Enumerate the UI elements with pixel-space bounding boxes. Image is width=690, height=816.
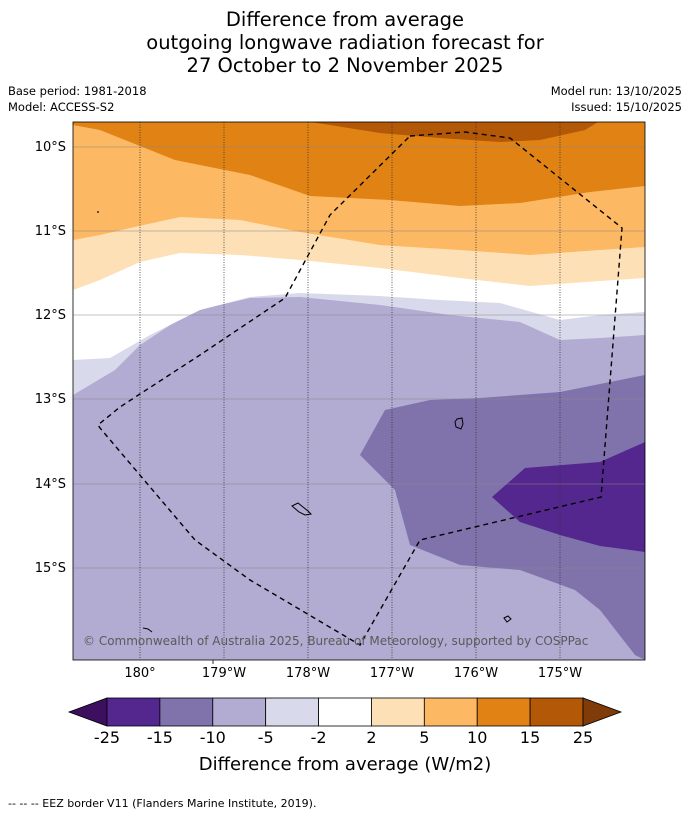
colorbar-tick-label: -15 [147,728,173,747]
colorbar-tick-label: -10 [200,728,226,747]
issued-date: Issued: 15/10/2025 [571,100,682,114]
anomaly-band-plus10 [73,122,645,206]
lat-label: 15°S [35,561,66,576]
lat-label: 10°S [35,140,66,155]
colorbar-tick-label: 15 [520,728,540,747]
eez-border [97,131,623,646]
island-reef-sw [142,627,153,633]
colorbar-tick-label: -5 [258,728,274,747]
lat-label: 13°S [35,392,66,407]
anomaly-band-plus15 [310,122,598,142]
latitude-gridlines [73,146,645,569]
colorbar-tick-label: 25 [573,728,593,747]
colorbar-tick-label: 10 [467,728,487,747]
lon-label: 175°W [538,666,582,681]
colorbar-segment [159,697,214,727]
colorbar-tick-label: 5 [419,728,429,747]
lon-label: 177°W [370,666,414,681]
anomaly-band-minus25 [492,442,645,552]
island-wallis [454,417,464,430]
lon-label: 176°W [454,666,498,681]
anomaly-band-minus15 [360,375,645,660]
colorbar-segment [529,697,584,727]
map-frame [72,121,646,661]
eez-legend: -- -- -- EEZ border V11 (Flanders Marine… [8,797,317,810]
colorbar-segment [265,697,319,727]
colorbar-segment [106,697,161,727]
colorbar-segment [423,697,478,727]
longitude-labels: 180° 179°W 178°W 177°W 176°W 175°W [124,666,582,681]
colorbar-tick-label: 2 [366,728,376,747]
colorbar-ticks: -25 -15 -10 -5 -2 2 5 10 15 25 [94,728,593,747]
colorbar-segment [212,697,267,727]
model-run: Model run: 13/10/2025 [550,84,682,98]
colorbar-segment [371,697,425,727]
title-line-3: 27 October to 2 November 2025 [186,54,504,77]
colorbar [67,697,623,727]
colorbar-segment [318,697,372,727]
title-line-1: Difference from average [225,8,465,31]
colorbar-extension-high [582,697,623,727]
map-copyright: © Commonwealth of Australia 2025, Bureau… [83,634,588,648]
longitude-gridlines [139,122,561,660]
lat-label: 12°S [35,308,66,323]
island-dot [97,211,99,213]
lat-label: 11°S [35,224,66,239]
colorbar-tick-label: -25 [94,728,120,747]
colorbar-extension-low [67,697,108,727]
lat-label: 14°S [35,477,66,492]
colorbar-segment [476,697,531,727]
island-futuna [291,502,313,516]
island-small-south [503,615,512,623]
lon-label: 179°W [202,666,246,681]
colorbar-tick-label: -2 [311,728,327,747]
lon-label: 178°W [286,666,330,681]
map-panel: © Commonwealth of Australia 2025, Bureau… [73,122,645,660]
colorbar-label: Difference from average (W/m2) [199,754,491,775]
base-period: Base period: 1981-2018 [8,84,147,98]
title-line-2: outgoing longwave radiation forecast for [146,31,544,54]
latitude-labels: 10°S 11°S 12°S 13°S 14°S 15°S [35,140,66,576]
lon-label: 180° [124,666,155,681]
model-name: Model: ACCESS-S2 [8,100,115,114]
